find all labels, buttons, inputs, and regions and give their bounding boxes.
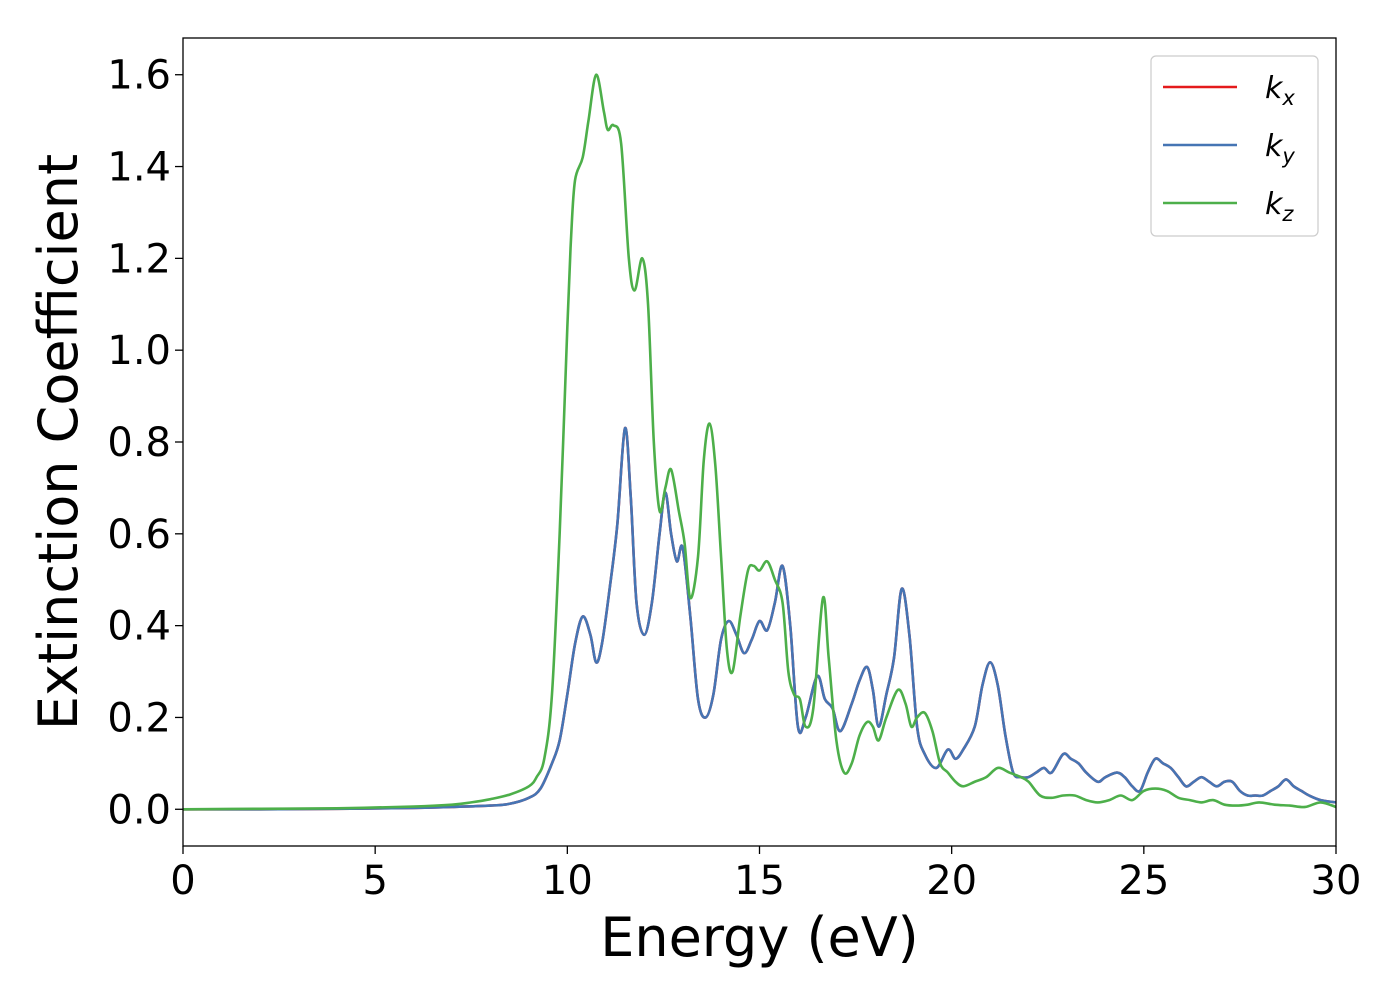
y-axis-title: Extinction Coefficient: [27, 154, 90, 730]
legend-label-subscript: x: [1281, 86, 1295, 110]
series-lines: [182, 73, 1337, 811]
legend-label-subscript: y: [1281, 144, 1295, 168]
legend-label-y: ky: [1265, 129, 1295, 168]
y-tick-label: 1.0: [107, 328, 171, 374]
series-line-x: [182, 426, 1337, 811]
series-line-z: [182, 73, 1337, 811]
legend-label-main: k: [1265, 129, 1284, 164]
x-tick-label: 20: [926, 858, 977, 904]
y-tick-label: 1.6: [107, 53, 171, 99]
y-tick-label: 0.2: [107, 695, 171, 741]
x-tick-label: 15: [734, 858, 785, 904]
legend-label-z: kz: [1265, 187, 1294, 226]
legend-label-subscript: z: [1281, 202, 1294, 226]
legend-label-main: k: [1265, 71, 1284, 106]
y-tick-label: 0.4: [107, 604, 171, 650]
y-tick-label: 0.8: [107, 420, 171, 466]
y-tick-label: 0.0: [107, 787, 171, 833]
x-axis-title: Energy (eV): [600, 906, 919, 969]
legend-label-x: kx: [1265, 71, 1295, 110]
axis-ticks: 0 5 10 15 20 25 30 0.0 0.2 0.4 0.6 0.8 1.0 1.2 1.4 1.6: [107, 53, 1361, 904]
x-tick-label: 10: [542, 858, 593, 904]
plot-frame: [182, 37, 1337, 847]
y-tick-label: 1.4: [107, 145, 171, 191]
legend-label-main: k: [1265, 187, 1284, 222]
y-tick-label: 0.6: [107, 512, 171, 558]
series-line-y: [182, 426, 1337, 811]
x-tick-label: 0: [170, 858, 195, 904]
x-tick-label: 5: [362, 858, 387, 904]
y-tick-label: 1.2: [107, 236, 171, 282]
x-tick-label: 30: [1311, 858, 1362, 904]
x-tick-label: 25: [1118, 858, 1169, 904]
